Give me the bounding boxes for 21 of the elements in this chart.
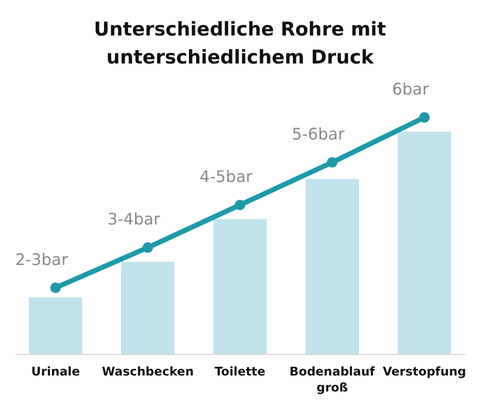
annotation: 4-5bar bbox=[200, 166, 253, 186]
point bbox=[142, 242, 154, 253]
x-tick-label: Bodenablauf groß bbox=[290, 364, 376, 394]
annotation: 3-4bar bbox=[107, 210, 161, 229]
x-tick-label: Waschbecken bbox=[102, 364, 194, 378]
x-tick-label: Toilette bbox=[214, 364, 266, 378]
x-tick-label: Verstopfung bbox=[382, 364, 466, 378]
point bbox=[326, 157, 338, 168]
annotation: 2-3bar bbox=[15, 250, 68, 269]
point bbox=[234, 200, 246, 210]
annotation: 5-6bar bbox=[292, 124, 345, 144]
annotation: 6bar bbox=[392, 79, 430, 98]
chart-title: Unterschiedliche Rohre mit unterschiedlichem Druck bbox=[94, 18, 386, 68]
bar bbox=[305, 178, 359, 354]
bar bbox=[398, 132, 452, 354]
bar bbox=[28, 297, 82, 354]
point bbox=[50, 282, 61, 293]
point bbox=[419, 112, 430, 123]
bar bbox=[213, 219, 267, 354]
bar bbox=[121, 262, 175, 354]
x-tick-label: Urinale bbox=[31, 364, 80, 378]
